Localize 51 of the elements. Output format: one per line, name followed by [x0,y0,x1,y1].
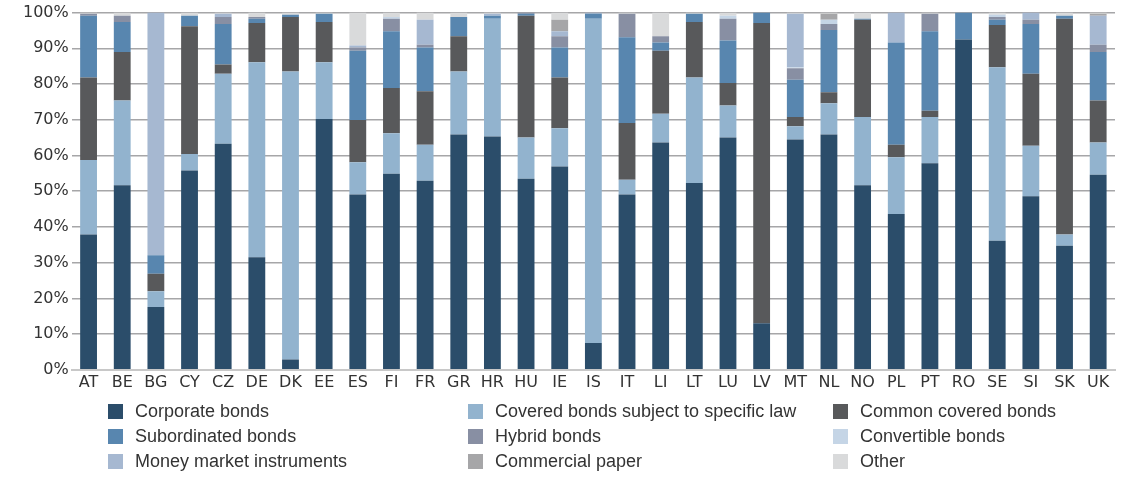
y-tick-label: 40% [33,216,69,236]
y-tick-label: 80% [33,73,69,93]
y-tick-label: 30% [33,251,69,271]
x-tick-label: FR [414,371,436,391]
x-tick-label: IT [619,371,635,391]
x-tick-label: SE [987,371,1008,391]
y-tick-label: 10% [33,323,69,343]
x-tick-label: IE [552,371,568,391]
x-tick-label: PT [920,371,940,391]
legend-label: Hybrid bonds [495,426,602,447]
y-tick-label: 100% [22,1,69,21]
y-tick-label: 0% [43,358,69,378]
x-tick-label: NO [850,371,875,391]
legend-label: Other [860,451,906,472]
x-tick-label: ES [347,371,368,391]
x-tick-label: SI [1023,371,1039,391]
x-tick-label: BE [111,371,133,391]
y-tick-label: 20% [33,287,69,307]
x-tick-label: BG [144,371,168,391]
y-tick-label: 70% [33,108,69,128]
x-tick-label: SK [1054,371,1076,391]
x-tick-label: LT [686,371,703,391]
x-tick-label: CZ [212,371,235,391]
x-tick-label: RO [951,371,976,391]
x-tick-label: EE [314,371,335,391]
x-tick-label: NL [818,371,840,391]
x-tick-label: LU [718,371,738,391]
legend-label: Corporate bonds [135,401,270,422]
x-tick-label: AT [78,371,99,391]
y-tick-label: 60% [33,144,69,164]
x-tick-label: PL [886,371,906,391]
x-tick-label: HU [514,371,538,391]
legend-label: Covered bonds subject to specific law [495,401,797,422]
x-tick-label: DK [279,371,303,391]
x-tick-label: HR [480,371,504,391]
legend-label: Money market instruments [135,451,348,472]
legend-label: Commercial paper [495,451,643,472]
x-tick-label: IS [585,371,601,391]
x-tick-label: DE [245,371,269,391]
legend-label: Common covered bonds [860,401,1057,422]
x-tick-label: LI [653,371,668,391]
x-tick-label: GR [447,371,471,391]
legend-label: Subordinated bonds [135,426,297,447]
legend-label: Convertible bonds [860,426,1006,447]
y-tick-label: 50% [33,180,69,200]
x-tick-label: LV [752,371,771,391]
x-tick-label: UK [1087,371,1110,391]
x-tick-label: FI [384,371,399,391]
x-tick-label: MT [783,371,808,391]
y-tick-label: 90% [33,37,69,57]
x-tick-label: CY [179,371,201,391]
